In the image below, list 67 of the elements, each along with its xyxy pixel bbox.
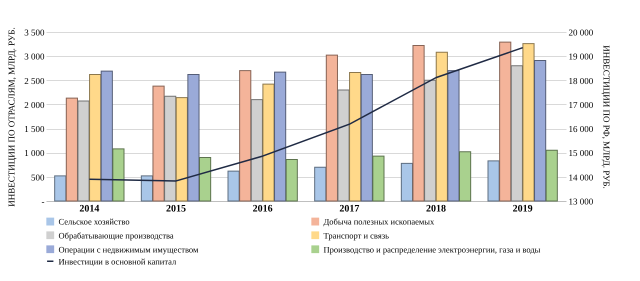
y-tick-label: 1 500 [24, 124, 45, 134]
y2-tick-label: 18 000 [568, 76, 594, 86]
y-tick-label: 1 000 [24, 148, 45, 158]
x-tick-label: 2018 [426, 204, 446, 214]
legend-label: Инвестиции в основной капитал [58, 256, 178, 266]
bar [89, 74, 102, 202]
x-tick-label: 2017 [339, 204, 360, 214]
y2-tick-label: 16 000 [568, 124, 594, 134]
bar [499, 42, 512, 202]
bar [349, 72, 362, 202]
legend-label: Производство и распределение электроэнергии, газа и воды [324, 244, 541, 254]
legend-label: Обрабатывающие производства [58, 230, 174, 240]
bar [436, 52, 448, 202]
bar [314, 166, 326, 202]
bar [239, 70, 252, 202]
line-series [88, 46, 524, 182]
bar [360, 74, 373, 202]
bar [546, 150, 558, 202]
bar [228, 170, 240, 202]
legend-label: Добыча полезных ископаемых [324, 216, 436, 227]
bar [412, 45, 425, 202]
legend-label: Транспорт и связь [324, 230, 390, 240]
bar [100, 70, 113, 202]
x-tick-label: 2016 [252, 204, 273, 214]
legend-label: Сельское хозяйство [58, 216, 130, 227]
x-tick-label: 2015 [166, 204, 186, 214]
bar [66, 98, 78, 202]
y2-axis-title: ИНВЕСТИЦИИ ПО РФ, МЛРД. РУБ. [601, 45, 612, 189]
bar [447, 70, 460, 202]
y-tick-label: 500 [31, 172, 45, 182]
bar [152, 86, 165, 202]
legend-label: Операции с недвижимым имуществом [58, 244, 199, 254]
y-tick-label: 2 000 [24, 100, 45, 110]
bar [274, 72, 286, 202]
bar [534, 60, 546, 202]
y-tick-label: 3 000 [24, 52, 45, 62]
y2-tick-label: 13 000 [568, 196, 594, 206]
bar [164, 96, 176, 202]
bar [199, 157, 212, 202]
bar [510, 65, 523, 202]
bar [488, 160, 500, 202]
bar [326, 54, 338, 202]
bar [424, 80, 436, 202]
bar [372, 156, 384, 202]
bar [54, 175, 66, 202]
x-tick-label: 2019 [512, 204, 533, 214]
bar [522, 43, 535, 202]
bar [459, 151, 472, 202]
bar [337, 89, 350, 202]
bar [187, 74, 200, 202]
y2-tick-label: 15 000 [568, 148, 594, 158]
y2-tick-label: 14 000 [568, 172, 594, 182]
x-tick-label: 2014 [79, 204, 100, 214]
y2-tick-label: 19 000 [568, 52, 594, 62]
y-tick-label: 3 500 [24, 28, 45, 38]
bar [77, 100, 90, 202]
y-axis-title: ИНВЕСТИЦИИ ПО ОТРАСЛЯМ, МЛРД. РУБ. [6, 27, 16, 207]
bar [286, 158, 298, 202]
bar [262, 84, 275, 202]
y2-tick-label: 17 000 [568, 100, 594, 110]
bar [400, 162, 413, 202]
bar [176, 97, 188, 202]
bar [250, 99, 263, 202]
bar [112, 148, 124, 202]
y-tick-label: 2 500 [24, 76, 45, 86]
y-tick-label: - [42, 196, 44, 206]
y2-tick-label: 20 000 [568, 28, 594, 38]
